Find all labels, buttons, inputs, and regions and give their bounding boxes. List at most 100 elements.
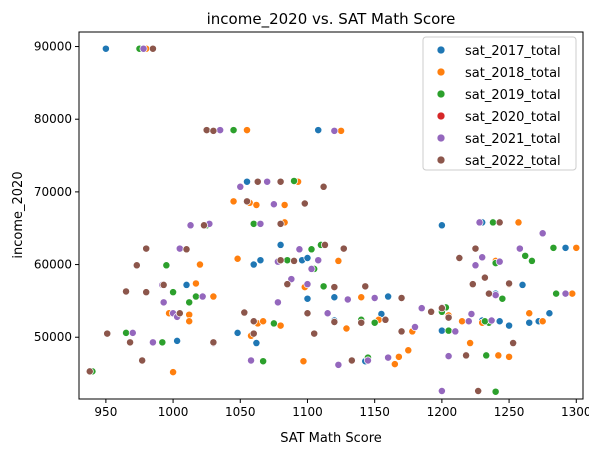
legend-marker	[436, 45, 446, 55]
data-point-sat_2018_total	[185, 310, 194, 319]
data-point-sat_2021_total	[186, 221, 195, 230]
data-point-sat_2022_total	[361, 282, 370, 291]
data-point-sat_2019_total	[191, 292, 200, 301]
x-axis-title: SAT Math Score	[280, 431, 382, 446]
data-point-sat_2022_total	[427, 307, 436, 316]
data-point-sat_2018_total	[191, 279, 200, 288]
x-axis: 950 1000 1050 1100 1150 1200 1250 1300	[94, 399, 589, 419]
data-point-sat_2021_total	[247, 356, 255, 365]
data-point-sat_2021_total	[256, 219, 265, 228]
data-point-sat_2022_total	[148, 44, 157, 53]
data-point-sat_2021_total	[475, 218, 484, 227]
data-point-sat_2019_total	[283, 256, 292, 265]
data-point-sat_2021_total	[159, 298, 168, 307]
data-point-sat_2017_total	[252, 339, 261, 347]
data-point-sat_2021_total	[384, 353, 393, 362]
legend-marker	[436, 67, 446, 77]
legend-label: sat_2018_total	[465, 66, 561, 81]
data-point-sat_2021_total	[487, 316, 496, 325]
data-point-sat_2022_total	[142, 244, 151, 253]
data-point-sat_2021_total	[175, 244, 184, 253]
data-point-sat_2021_total	[216, 126, 225, 135]
data-point-sat_2022_total	[300, 199, 309, 208]
data-point-sat_2021_total	[139, 44, 148, 53]
data-point-sat_2022_total	[310, 329, 319, 338]
data-point-sat_2017_total	[561, 243, 570, 252]
data-point-sat_2019_total	[491, 387, 500, 396]
data-point-sat_2019_total	[482, 351, 491, 360]
data-point-sat_2019_total	[259, 357, 268, 366]
legend-label: sat_2019_total	[465, 88, 561, 103]
data-point-sat_2021_total	[263, 177, 272, 186]
data-point-sat_2018_total	[357, 293, 366, 302]
data-point-sat_2019_total	[307, 245, 316, 254]
data-point-sat_2018_total	[394, 352, 403, 361]
data-point-sat_2021_total	[495, 257, 504, 266]
data-point-sat_2022_total	[283, 280, 292, 289]
data-point-sat_2022_total	[200, 221, 208, 230]
data-point-sat_2022_total	[249, 329, 258, 338]
data-point-sat_2021_total	[464, 317, 473, 326]
data-point-sat_2022_total	[243, 197, 251, 206]
data-point-sat_2017_total	[233, 328, 242, 337]
data-point-sat_2017_total	[303, 294, 312, 303]
data-point-sat_2021_total	[437, 387, 446, 395]
y-tick-label: 70000	[34, 185, 72, 199]
data-point-sat_2022_total	[330, 318, 339, 326]
data-point-sat_2017_total	[101, 44, 110, 53]
data-point-sat_2018_total	[538, 317, 547, 326]
data-point-sat_2022_total	[290, 256, 298, 265]
data-point-sat_2018_total	[525, 309, 534, 318]
data-point-sat_2019_total	[370, 318, 379, 327]
data-point-sat_2018_total	[514, 218, 523, 227]
data-point-sat_2021_total	[128, 328, 137, 337]
x-tick-label: 1150	[359, 405, 390, 419]
data-point-sat_2022_total	[455, 254, 464, 262]
data-point-sat_2022_total	[209, 126, 218, 135]
legend-marker	[436, 133, 446, 143]
data-point-sat_2021_total	[303, 280, 312, 289]
data-point-sat_2017_total	[495, 317, 504, 326]
x-tick-label: 1300	[561, 405, 589, 419]
data-point-sat_2019_total	[122, 328, 130, 337]
data-point-sat_2018_total	[196, 260, 204, 269]
data-point-sat_2021_total	[287, 275, 296, 284]
data-point-sat_2021_total	[148, 338, 157, 347]
data-point-sat_2018_total	[334, 256, 343, 265]
data-point-sat_2018_total	[280, 201, 289, 209]
data-point-sat_2022_total	[397, 327, 406, 336]
data-point-sat_2022_total	[471, 244, 480, 253]
data-point-sat_2022_total	[397, 294, 406, 302]
data-point-sat_2021_total	[314, 256, 323, 265]
data-point-sat_2019_total	[480, 317, 489, 326]
data-point-sat_2022_total	[357, 318, 366, 327]
data-point-sat_2021_total	[471, 261, 480, 270]
data-point-sat_2022_total	[249, 317, 258, 326]
data-point-sat_2022_total	[253, 177, 262, 186]
legend-label: sat_2017_total	[465, 44, 561, 59]
data-point-sat_2019_total	[444, 326, 453, 335]
data-point-sat_2021_total	[491, 291, 500, 300]
data-point-sat_2019_total	[158, 338, 167, 347]
data-point-sat_2022_total	[319, 182, 328, 191]
data-point-sat_2022_total	[381, 315, 390, 324]
data-point-sat_2021_total	[334, 360, 343, 369]
data-point-sat_2022_total	[330, 283, 339, 292]
data-point-sat_2018_total	[233, 254, 242, 263]
data-point-sat_2021_total	[236, 182, 245, 191]
data-point-sat_2021_total	[323, 309, 332, 318]
data-point-sat_2017_total	[276, 240, 285, 249]
data-point-sat_2021_total	[269, 200, 278, 209]
data-point-sat_2021_total	[198, 292, 207, 301]
data-point-sat_2018_total	[276, 321, 285, 330]
data-point-sat_2022_total	[103, 329, 112, 338]
data-point-sat_2017_total	[249, 260, 258, 269]
legend-marker	[436, 111, 446, 121]
data-point-sat_2022_total	[505, 279, 514, 288]
data-point-sat_2017_total	[505, 321, 514, 330]
legend: sat_2017_total sat_2018_total sat_2019_tot…	[422, 36, 577, 171]
data-point-sat_2021_total	[444, 352, 453, 361]
data-point-sat_2018_total	[572, 243, 581, 252]
data-point-sat_2019_total	[498, 294, 507, 303]
data-point-sat_2022_total	[209, 338, 218, 347]
